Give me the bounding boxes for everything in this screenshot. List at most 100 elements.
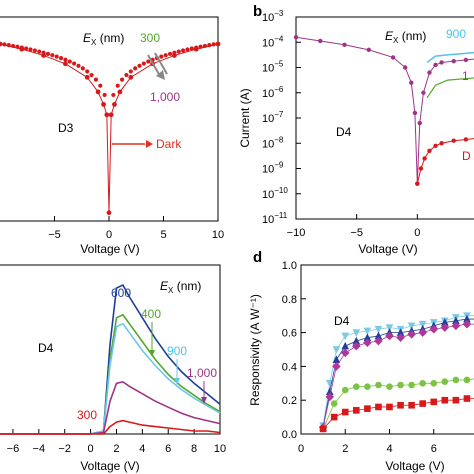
panel-d-y-tick-label: 0.4 — [282, 361, 297, 373]
tick-exp: −3 — [274, 9, 284, 18]
panel-a-point — [63, 61, 68, 67]
tick-exp: −4 — [274, 34, 284, 43]
panel-a-point — [215, 41, 221, 47]
panel-b-y-tick-label: 10−7 — [262, 110, 284, 125]
panel-a-point — [95, 89, 101, 95]
panel-c-wl-1000: 1,000 — [187, 366, 217, 380]
panel-d-point-blue — [441, 318, 449, 326]
panel-d-point-red — [330, 413, 338, 421]
panel-c-x-tick-label: 8 — [191, 443, 197, 455]
panel-b-point — [451, 58, 456, 64]
panel-d-point-purple — [374, 336, 383, 346]
panel-d-point-green — [419, 380, 426, 387]
panel-c-series-900 — [0, 322, 221, 435]
panel-c-wl-400: 400 — [141, 307, 161, 321]
panel-d-point-purple — [385, 331, 394, 341]
panel-d-point-purple — [462, 319, 472, 329]
tick-exp: −9 — [274, 161, 284, 170]
panel-b-point — [409, 80, 414, 85]
panel-a-dense-point — [181, 48, 186, 53]
panel-d-point-cyan — [385, 324, 394, 332]
panel-b-curves — [293, 35, 474, 186]
panel-a-dense-point — [50, 53, 55, 58]
panel-a-dense-point — [207, 43, 212, 48]
panel-a-point — [117, 89, 123, 95]
panel-d-point-cyan — [363, 327, 372, 336]
panel-d-point-cyan — [341, 332, 350, 341]
panel-a-dense-point — [72, 61, 77, 66]
panel-d-points — [318, 312, 474, 433]
panel-b-line — [295, 36, 474, 184]
panel-d-point-blue — [352, 336, 361, 345]
panel-b-wl-900: 900 — [446, 27, 466, 41]
panel-a-dense-point — [137, 63, 142, 68]
panel-a-dense-point — [58, 55, 64, 61]
panel-d-point-purple — [363, 338, 372, 348]
panel-c: −6 −4 −2 0 2 4 6 8 10 Voltage (V) D4 EX (nm) 600… — [0, 264, 226, 473]
panel-c-series-300 — [0, 419, 221, 435]
panel-c-device-label: D4 — [38, 341, 54, 355]
panel-a-point — [84, 74, 90, 80]
panel-a-dense-point — [119, 77, 125, 82]
panel-a-dense-point — [15, 44, 20, 49]
panel-c-label-arrows — [149, 322, 207, 404]
panel-b-x-tick-label: −5 — [350, 227, 363, 239]
panel-a-dense-point — [76, 63, 81, 68]
panel-b-point — [342, 42, 347, 47]
panel-a-dense-point — [172, 50, 177, 55]
panel-d-point-purple — [332, 362, 341, 371]
panel-d-point-red — [452, 396, 460, 404]
panel-d-point-green — [330, 400, 338, 407]
panel-d-point-blue — [463, 314, 471, 323]
panel-d-point-green — [463, 376, 471, 384]
panel-a-dense-point — [128, 69, 133, 74]
panel-d-point-red — [408, 401, 415, 409]
panel-b-point — [422, 156, 427, 161]
panel-b-point — [390, 55, 396, 60]
arrow-head — [156, 70, 165, 80]
tick-exp: −10 — [274, 186, 288, 195]
panel-d-line-purple — [322, 323, 474, 428]
panel-d-x-tick-label: 4 — [386, 443, 392, 455]
panel-d-point-purple — [340, 348, 350, 358]
panel-c-wl-600: 600 — [111, 286, 131, 300]
panel-d-point-green — [441, 378, 449, 385]
panel-b-point — [318, 38, 323, 44]
panel-c-x-label: Voltage (V) — [80, 459, 139, 473]
panel-a-dense-point — [198, 44, 203, 49]
panel-d-point-cyan — [374, 325, 383, 334]
tick-base: 10 — [262, 88, 274, 100]
panel-a-point — [104, 112, 110, 118]
panel-c-series-1000 — [0, 381, 221, 435]
panel-c-wl-900: 900 — [167, 344, 187, 358]
panel-a-gradient-arrows — [147, 52, 168, 80]
panel-d-point-green — [430, 380, 438, 387]
panel-a-dense-point — [102, 92, 107, 98]
panel-d-point-red — [386, 403, 393, 411]
panel-b-label: b — [253, 3, 262, 20]
panel-a-point — [106, 210, 112, 216]
panel-d-point-red — [419, 400, 426, 407]
panel-d-point-red — [319, 425, 327, 433]
panel-a-dense-point — [211, 42, 216, 47]
panel-d-point-purple — [325, 392, 335, 402]
panel-c-x-tick-label: −6 — [7, 443, 20, 455]
panel-d-x-label: Voltage (V) — [385, 459, 444, 473]
tick-exp: −11 — [274, 211, 288, 220]
arrow-head-400 — [149, 350, 155, 357]
panel-d-line-blue — [322, 318, 474, 428]
panel-d-point-purple — [418, 328, 427, 337]
panel-a-dense-point — [141, 61, 146, 66]
panel-d-line-cyan — [322, 315, 474, 426]
panel-d-point-blue — [363, 333, 372, 341]
panel-a-dense-point — [80, 66, 85, 71]
panel-d-point-blue — [341, 341, 350, 350]
panel-b-y-tick-label: 10−6 — [262, 85, 284, 100]
panel-d-x-tick-label: 6 — [431, 443, 437, 455]
ex-e: E — [385, 29, 394, 43]
panel-a-device-label: D3 — [58, 121, 74, 135]
panel-b-900-line — [426, 51, 474, 64]
panel-a-dense-point — [32, 48, 37, 53]
